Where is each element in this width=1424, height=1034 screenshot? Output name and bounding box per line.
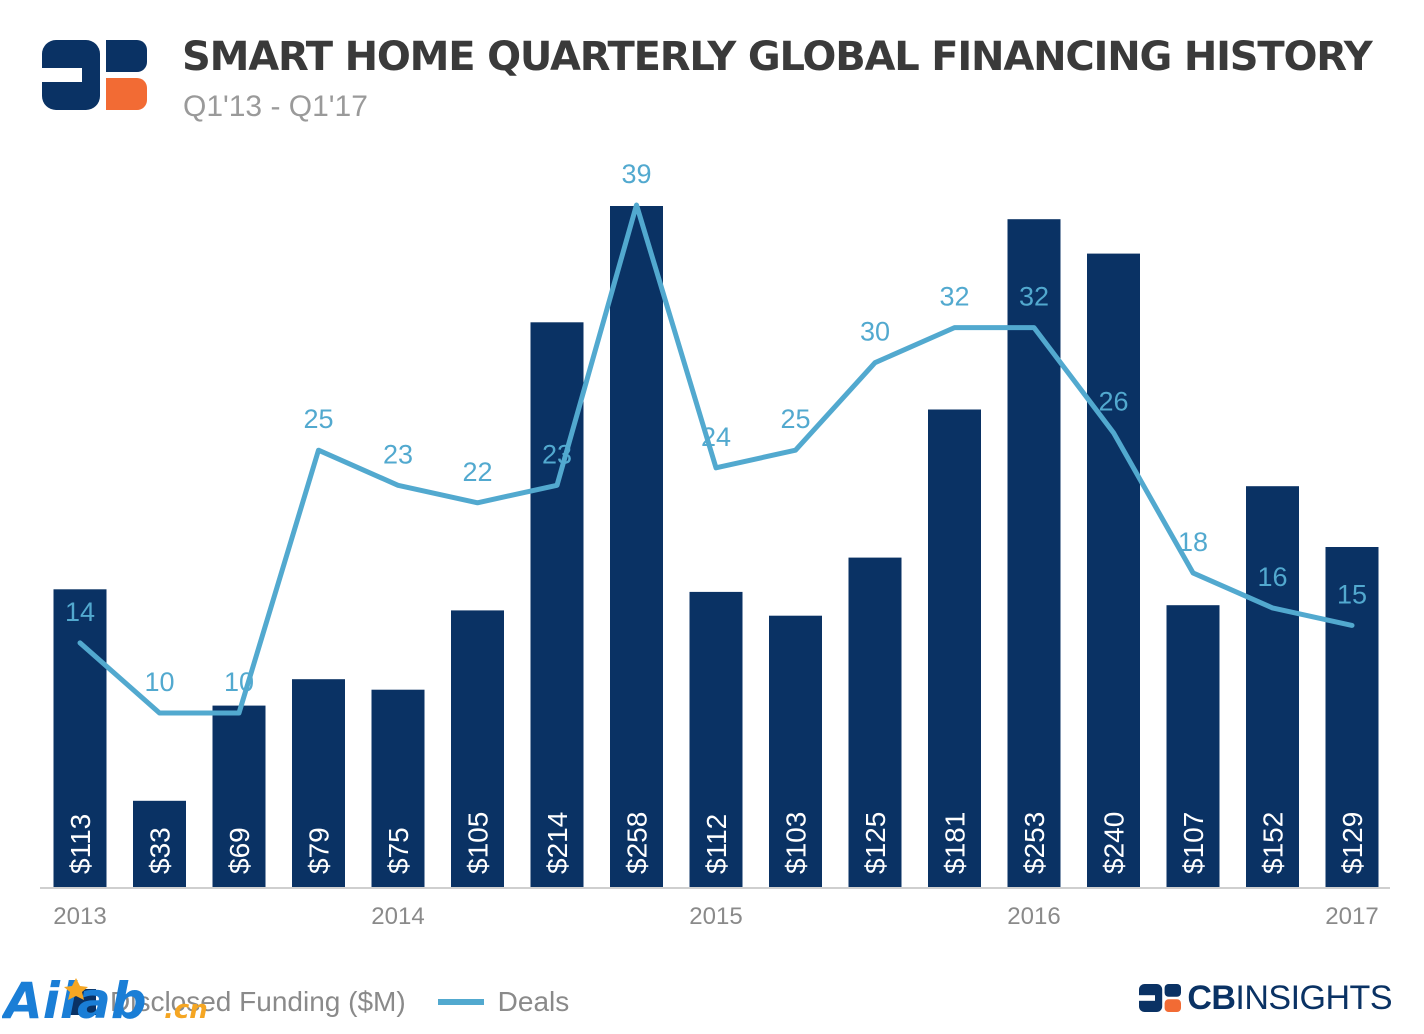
- deals-label: 39: [621, 159, 651, 189]
- funding-bar-label: $125: [860, 812, 891, 874]
- legend: Disclosed Funding ($M) Deals: [40, 980, 569, 1024]
- deals-label: 25: [303, 404, 333, 434]
- deals-label: 23: [542, 439, 572, 469]
- funding-bar: [53, 589, 107, 888]
- deals-label: 18: [1178, 527, 1208, 557]
- cb-insights-brand: CB INSIGHTS: [1139, 976, 1392, 1020]
- brand-rest: INSIGHTS: [1235, 978, 1392, 1017]
- funding-bar: [451, 610, 504, 888]
- x-tick-label: 2014: [371, 903, 424, 930]
- deals-label: 10: [224, 667, 254, 697]
- funding-bar: [371, 689, 425, 888]
- funding-bar-label: $129: [1337, 812, 1368, 874]
- funding-bar: [530, 322, 584, 888]
- funding-bar-label: $107: [1178, 812, 1209, 874]
- deals-label: 25: [780, 404, 810, 434]
- funding-bar-label: $258: [622, 812, 653, 874]
- deals-label: 30: [860, 317, 890, 347]
- brand-bold: CB: [1187, 978, 1236, 1017]
- deals-label: 10: [144, 667, 174, 697]
- x-tick-label: 2015: [689, 903, 742, 930]
- funding-bar: [1246, 486, 1299, 888]
- funding-bar-label: $152: [1258, 812, 1289, 874]
- funding-bar-label: $181: [940, 812, 971, 874]
- funding-bar: [1325, 547, 1379, 888]
- legend-funding-label: Disclosed Funding ($M): [110, 986, 406, 1017]
- funding-bar: [689, 591, 743, 888]
- deals-label: 14: [65, 597, 95, 627]
- funding-bar-label: $79: [304, 827, 335, 874]
- funding-bar: [1007, 219, 1061, 888]
- funding-bar-label: $75: [383, 827, 414, 874]
- deals-label: 23: [383, 439, 413, 469]
- deals-line: [77, 202, 1355, 716]
- funding-bar-label: $253: [1019, 812, 1050, 874]
- funding-bar-label: $240: [1099, 812, 1130, 874]
- watermark-suffix: .cn: [164, 995, 208, 1025]
- cb-insights-mark-icon: [1139, 984, 1182, 1012]
- deals-label: 22: [462, 457, 492, 487]
- funding-bar: [610, 206, 663, 888]
- x-tick-label: 2016: [1007, 903, 1060, 930]
- page-title: SMART HOME QUARTERLY GLOBAL FINANCING HI…: [182, 34, 1373, 80]
- deals-label: 24: [701, 422, 731, 452]
- deals-label: 26: [1098, 387, 1128, 417]
- funding-bar-label: $105: [463, 812, 494, 874]
- deals-label: 16: [1257, 562, 1287, 592]
- page-subtitle: Q1'13 - Q1'17: [183, 90, 368, 123]
- funding-bar: [292, 679, 345, 888]
- cb-insights-logo-icon: [42, 40, 147, 110]
- funding-bar: [133, 800, 186, 888]
- deals-label: 32: [1019, 282, 1049, 312]
- x-tick-label: 2013: [53, 903, 106, 930]
- funding-bar: [769, 615, 822, 888]
- funding-bar-label: $33: [145, 827, 176, 874]
- funding-bar-label: $112: [701, 814, 732, 874]
- x-tick-label: 2017: [1325, 903, 1378, 930]
- funding-bar-label: $113: [65, 814, 96, 874]
- funding-bar: [1166, 605, 1220, 888]
- funding-bar: [928, 409, 981, 888]
- deals-label: 32: [939, 282, 969, 312]
- legend-deals-label: Deals: [497, 986, 570, 1017]
- funding-bar-label: $103: [781, 812, 812, 874]
- funding-bar: [848, 557, 902, 888]
- ailab-watermark-icon: Ailab .cn: [2, 974, 208, 1026]
- funding-bar: [212, 705, 266, 888]
- deals-label: 15: [1337, 579, 1367, 609]
- legend-deals-swatch: [437, 999, 484, 1005]
- funding-bar: [1087, 253, 1140, 889]
- funding-bar-label: $214: [542, 812, 573, 874]
- funding-bar-label: $69: [224, 827, 255, 874]
